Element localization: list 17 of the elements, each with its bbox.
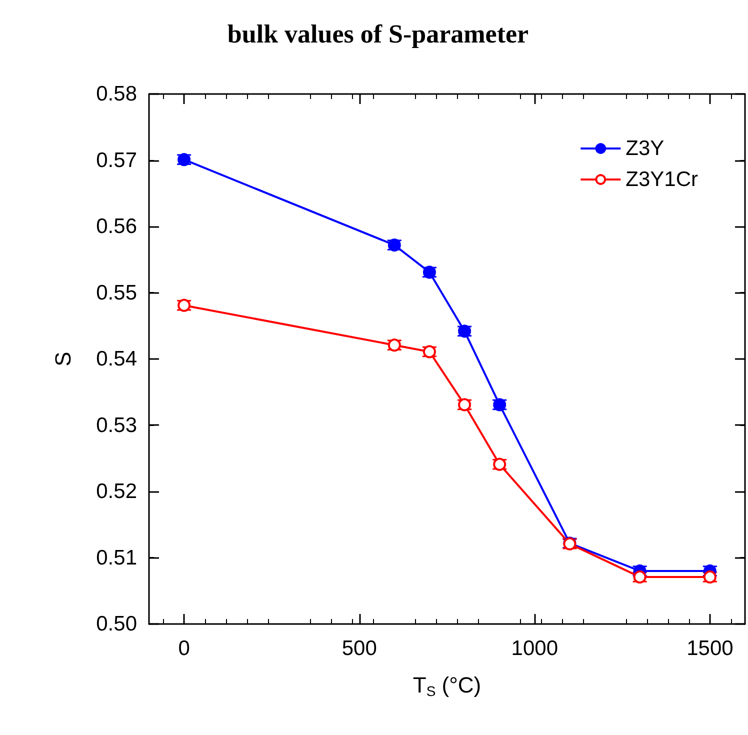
- legend-label: Z3Y: [626, 137, 664, 160]
- x-tick-label: 1000: [511, 637, 558, 660]
- legend-label: Z3Y1Cr: [626, 168, 698, 191]
- y-tick-label: 0.52: [96, 480, 137, 503]
- y-tick-label: 0.55: [96, 281, 137, 304]
- x-tick-label: 1500: [686, 637, 734, 660]
- y-tick-label: 0.54: [96, 348, 138, 370]
- y-tick-label: 0.57: [96, 148, 137, 172]
- y-tick-label: 0.58: [96, 82, 137, 106]
- y-tick-label: 0.50: [96, 612, 137, 636]
- chart-title: bulk values of S-parameter: [227, 20, 529, 48]
- y-tick-label: 0.56: [96, 215, 137, 238]
- y-tick-label: 0.53: [96, 414, 137, 437]
- y-axis-title: S: [50, 352, 76, 366]
- x-tick-label: 0: [178, 637, 190, 660]
- x-tick-label: 500: [342, 637, 377, 660]
- y-tick-label: 0.51: [96, 546, 137, 570]
